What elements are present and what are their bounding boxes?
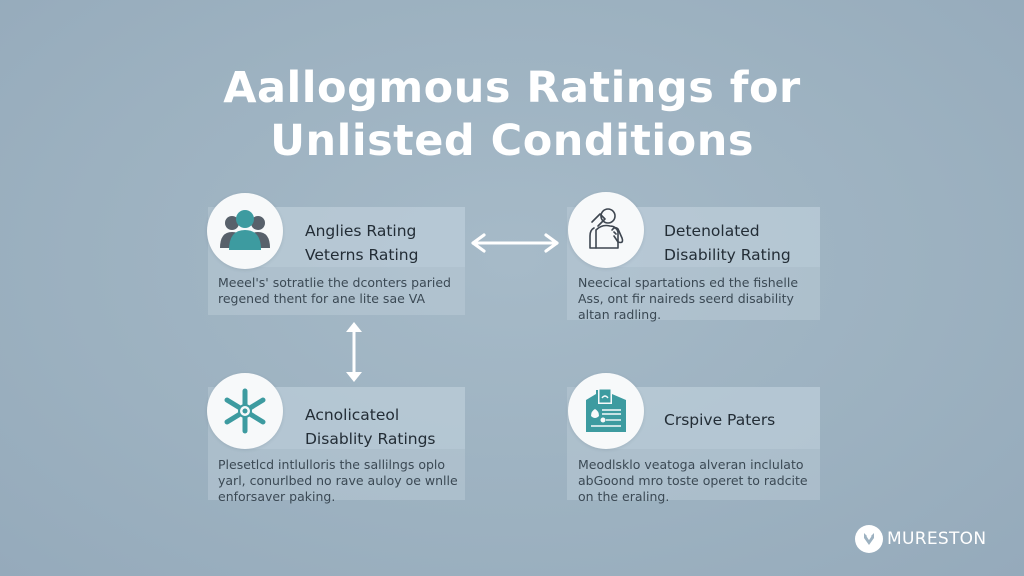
card-heading: Anglies Rating Veterns Rating [305, 222, 419, 264]
card-description: Meodlsklo veatoga alveran inclulato abGo… [578, 457, 808, 504]
page-title: Aallogmous Ratings for Unlisted Conditio… [0, 62, 1024, 168]
title-line-2: Unlisted Conditions [270, 116, 754, 166]
double-arrow-horizontal-icon [471, 233, 559, 253]
people-group-icon [207, 193, 283, 269]
molecule-icon [207, 373, 283, 449]
brand-logo-icon [855, 525, 883, 553]
double-arrow-vertical-icon [346, 322, 362, 382]
card-heading: Crspive Paters [664, 411, 776, 429]
brand-mark: MURESTON [855, 525, 986, 553]
card-description: Plesetlcd intlulloris the sallilngs oplo… [218, 457, 458, 504]
document-folder-icon [568, 373, 644, 449]
card-description: Meeel's' sotratlie the dconters paried r… [218, 275, 451, 306]
card-heading: Acnolicateol Disablity Ratings [305, 406, 436, 448]
brand-name: MURESTON [887, 529, 987, 549]
title-line-1: Aallogmous Ratings for [223, 63, 801, 113]
card-description: Neecical spartations ed the fishelle Ass… [578, 275, 799, 322]
person-outline-icon [568, 192, 644, 268]
card-heading: Detenolated Disability Rating [664, 222, 791, 264]
